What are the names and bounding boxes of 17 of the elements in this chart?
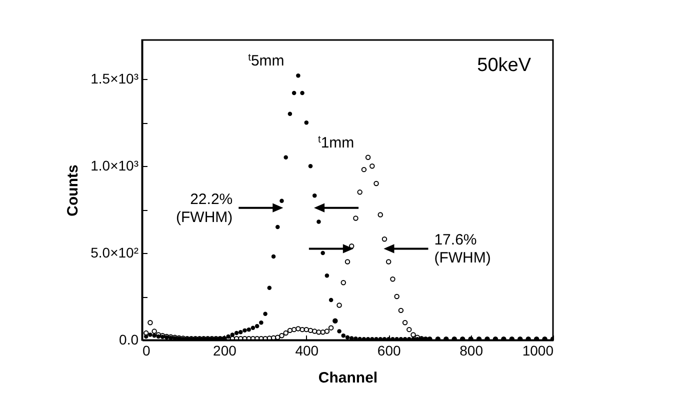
y-tick-label: 0.0 — [119, 332, 139, 348]
series-label: $^{t}$5mm — [248, 52, 284, 70]
x-tick-label: 800 — [460, 342, 484, 358]
x-tick-label: 0 — [142, 342, 150, 358]
y-tick-label: 1.5×10³ — [90, 70, 139, 87]
x-axis-title: Channel — [318, 370, 378, 386]
x-tick-label: 400 — [295, 342, 319, 358]
annotation: 50keV — [477, 55, 532, 76]
x-tick-label: 600 — [377, 342, 401, 358]
annotation: 17.6% (FWHM) — [434, 232, 491, 267]
series-label: $^{t}$1mm — [318, 134, 354, 152]
annotation: 22.2% (FWHM) — [176, 190, 233, 226]
y-axis-title: Counts — [64, 164, 82, 216]
y-tick-label: 1.0×10³ — [90, 158, 139, 174]
x-tick-label: 1000 — [522, 342, 554, 358]
y-tick-label: 5.0×10² — [90, 244, 139, 261]
x-tick-label: 200 — [213, 342, 237, 358]
